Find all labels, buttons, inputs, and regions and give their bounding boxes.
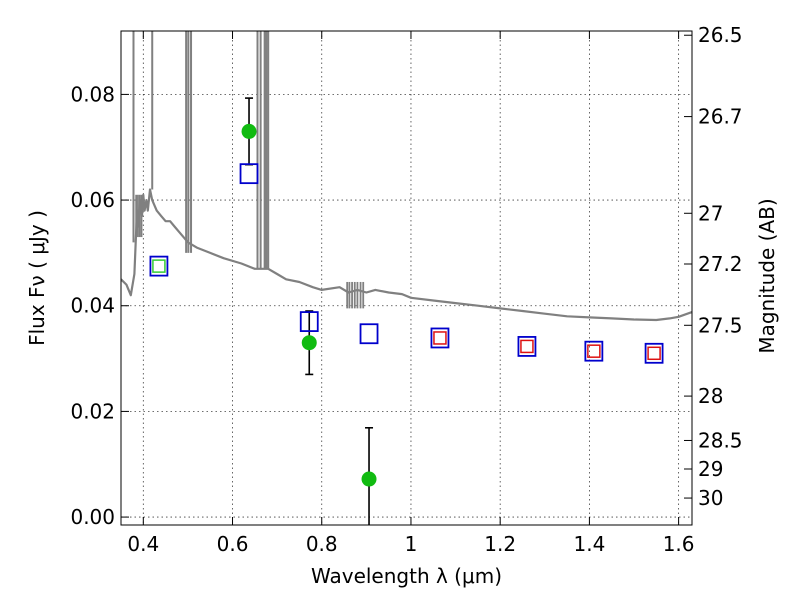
- right-tick-label: 27: [698, 201, 723, 225]
- model-square: [149, 255, 169, 277]
- y-tick-label: 0.06: [70, 188, 115, 212]
- observed-point: [361, 471, 377, 487]
- axis-ticks: [121, 31, 692, 525]
- inner-square-red: [433, 331, 447, 345]
- model-square: [644, 342, 664, 364]
- y-tick-label: 0.02: [70, 399, 115, 423]
- sed-model-spectrum: [121, 31, 692, 322]
- grid: [121, 31, 692, 525]
- x-tick-label: 0.8: [306, 532, 338, 556]
- model-square: [517, 336, 537, 357]
- x-tick-label: 0.6: [217, 532, 249, 556]
- model-square: [430, 327, 450, 349]
- x-tick-label: 1.4: [573, 532, 605, 556]
- right-tick-label: 29: [698, 457, 723, 481]
- model-photometry-squares: [149, 163, 664, 364]
- inner-square-red: [587, 344, 601, 358]
- model-square: [299, 311, 319, 332]
- x-tick-label: 1.2: [484, 532, 516, 556]
- inner-square-red: [647, 346, 661, 361]
- plot-frame: [120, 30, 693, 526]
- model-square: [359, 323, 379, 345]
- right-tick-label: 26.7: [698, 105, 743, 129]
- model-square: [239, 163, 259, 185]
- x-tick-label: 1.6: [663, 532, 695, 556]
- right-tick-label: 27.5: [698, 313, 743, 337]
- right-tick-label: 28: [698, 384, 723, 408]
- sed-line: [121, 188, 692, 322]
- y-tick-label: 0.04: [70, 294, 115, 318]
- right-tick-label: 30: [698, 486, 723, 510]
- x-tick-label: 0.4: [127, 532, 159, 556]
- x-axis-title: Wavelength λ (μm): [311, 564, 502, 588]
- observed-point: [301, 335, 317, 351]
- right-tick-label: 27.2: [698, 252, 743, 276]
- x-tick-label: 1: [405, 532, 418, 556]
- model-square: [584, 340, 604, 362]
- inner-square-red: [520, 339, 534, 354]
- tick-labels: 0.4 0.6 0.8 1 1.2 1.4 1.6 0.00 0.02 0.04 0.06 0.08 2…: [70, 23, 742, 556]
- y-axis-title: Flux Fν ( μJy ): [25, 210, 49, 346]
- inner-square-green: [152, 259, 166, 273]
- right-tick-label: 26.5: [698, 23, 743, 47]
- y-tick-label: 0.08: [70, 82, 115, 106]
- observed-point: [241, 123, 257, 139]
- right-tick-label: 28.5: [698, 428, 743, 452]
- y-tick-label: 0.00: [70, 505, 115, 529]
- right-axis-title: Magnitude (AB): [755, 198, 779, 353]
- observed-points: [241, 123, 377, 487]
